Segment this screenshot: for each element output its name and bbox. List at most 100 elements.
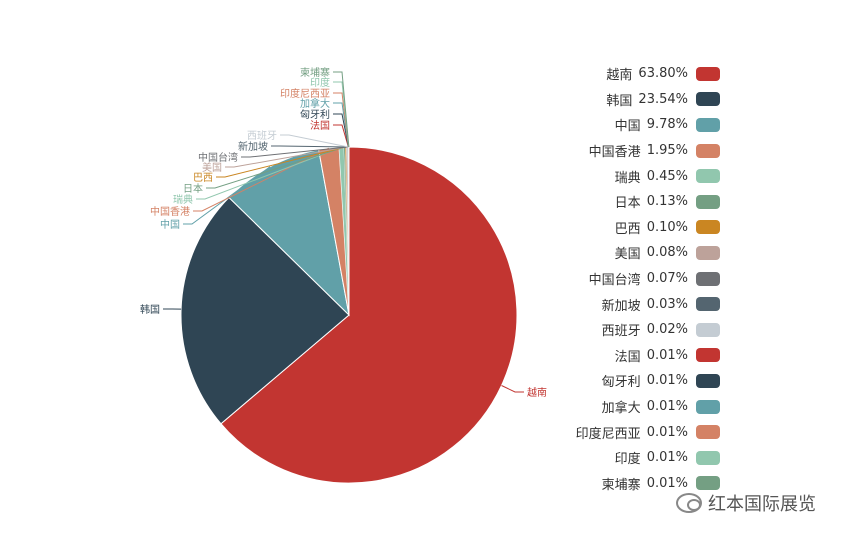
legend-item-10[interactable]: 西班牙 0.02% (560, 317, 720, 343)
legend-percent: 0.13% (646, 194, 688, 210)
legend-percent: 0.45% (646, 168, 688, 184)
callout-line-8 (241, 146, 348, 158)
callout-line-7 (225, 146, 347, 168)
legend-swatch (696, 373, 720, 388)
legend-swatch (696, 425, 720, 440)
legend-label: 韩国 (606, 93, 633, 109)
legend-label: 西班牙 (601, 324, 641, 340)
callout-line-5 (206, 146, 345, 189)
slice-label-6: 巴西 (193, 172, 213, 184)
callout-line-16 (333, 71, 350, 148)
slice-label-9: 新加坡 (238, 140, 268, 153)
legend-item-1[interactable]: 韩国 23.54% (560, 87, 720, 113)
legend-label: 匈牙利 (601, 375, 641, 391)
legend-percent: 0.01% (646, 347, 688, 363)
pie-slice-0[interactable] (220, 146, 518, 484)
legend-percent: 0.01% (646, 475, 688, 491)
legend-percent: 63.80% (638, 66, 688, 82)
slice-label-12: 匈牙利 (300, 108, 330, 121)
callout-line-0 (501, 385, 524, 393)
legend-swatch (696, 348, 720, 363)
legend-label: 印度尼西亚 (575, 426, 641, 442)
legend-swatch (696, 66, 720, 81)
slice-label-5: 日本 (183, 182, 203, 195)
slice-label-7: 美国 (202, 161, 222, 174)
slice-label-11: 法国 (310, 119, 330, 132)
callout-line-2 (183, 166, 271, 225)
legend-item-3[interactable]: 中国香港 1.95% (560, 138, 720, 164)
slice-label-1: 韩国 (140, 303, 160, 316)
legend-item-4[interactable]: 瑞典 0.45% (560, 163, 720, 189)
slice-label-4: 瑞典 (173, 193, 193, 206)
legend-label: 柬埔寨 (601, 477, 641, 493)
legend-percent: 0.08% (646, 245, 688, 261)
legend-percent: 9.78% (646, 117, 688, 133)
legend-swatch (696, 476, 720, 491)
slice-label-14: 印度尼西亚 (280, 87, 330, 100)
legend-swatch (696, 194, 720, 209)
legend-label: 美国 (614, 247, 641, 263)
legend-label: 中国台湾 (588, 273, 641, 289)
legend-percent: 0.01% (646, 450, 688, 466)
legend: 越南 63.80% 韩国 23.54% 中国 9.78% 中国香港 1.95% 瑞典 0.45% 日… (560, 61, 720, 496)
legend-item-15[interactable]: 印度 0.01% (560, 445, 720, 471)
slice-label-15: 印度 (310, 76, 330, 89)
legend-item-14[interactable]: 印度尼西亚 0.01% (560, 419, 720, 445)
callout-line-10 (280, 134, 349, 148)
legend-item-6[interactable]: 巴西 0.10% (560, 215, 720, 241)
legend-label: 法国 (614, 349, 641, 365)
legend-swatch (696, 297, 720, 312)
legend-swatch (696, 245, 720, 260)
legend-swatch (696, 117, 720, 132)
legend-percent: 23.54% (638, 91, 688, 107)
legend-percent: 0.03% (646, 296, 688, 312)
legend-percent: 0.07% (646, 271, 688, 287)
legend-item-16[interactable]: 柬埔寨 0.01% (560, 471, 720, 497)
legend-label: 瑞典 (614, 170, 641, 186)
legend-percent: 0.02% (646, 322, 688, 338)
legend-percent: 0.01% (646, 424, 688, 440)
legend-swatch (696, 220, 720, 235)
callout-line-6 (216, 146, 346, 178)
callout-line-4 (196, 146, 342, 200)
legend-item-0[interactable]: 越南 63.80% (560, 61, 720, 87)
slice-label-13: 加拿大 (300, 97, 330, 110)
slice-label-3: 中国香港 (150, 205, 190, 218)
slice-label-0: 越南 (527, 386, 547, 399)
wechat-icon (676, 493, 702, 513)
legend-swatch (696, 143, 720, 158)
legend-item-12[interactable]: 匈牙利 0.01% (560, 368, 720, 394)
legend-swatch (696, 169, 720, 184)
legend-label: 加拿大 (601, 401, 641, 417)
legend-label: 越南 (606, 68, 633, 84)
legend-item-9[interactable]: 新加坡 0.03% (560, 291, 720, 317)
legend-item-7[interactable]: 美国 0.08% (560, 240, 720, 266)
legend-swatch (696, 92, 720, 107)
legend-swatch (696, 322, 720, 337)
slice-label-10: 西班牙 (247, 130, 277, 142)
callout-line-11 (333, 124, 349, 148)
legend-item-8[interactable]: 中国台湾 0.07% (560, 266, 720, 292)
legend-percent: 1.95% (646, 143, 688, 159)
legend-swatch (696, 399, 720, 414)
callout-line-3 (193, 147, 330, 212)
legend-percent: 0.10% (646, 219, 688, 235)
legend-label: 中国 (614, 119, 641, 135)
legend-percent: 0.01% (646, 373, 688, 389)
legend-label: 日本 (614, 196, 641, 212)
legend-label: 新加坡 (601, 298, 641, 314)
legend-item-5[interactable]: 日本 0.13% (560, 189, 720, 215)
legend-percent: 0.01% (646, 399, 688, 415)
slice-label-8: 中国台湾 (198, 151, 238, 164)
slice-label-2: 中国 (160, 218, 180, 231)
legend-label: 印度 (614, 452, 641, 468)
watermark: 红本国际展览 (676, 490, 816, 516)
legend-label: 中国香港 (588, 145, 641, 161)
legend-item-11[interactable]: 法国 0.01% (560, 343, 720, 369)
legend-item-13[interactable]: 加拿大 0.01% (560, 394, 720, 420)
legend-item-2[interactable]: 中国 9.78% (560, 112, 720, 138)
legend-swatch (696, 271, 720, 286)
callout-line-9 (271, 145, 349, 148)
legend-label: 巴西 (614, 221, 641, 237)
